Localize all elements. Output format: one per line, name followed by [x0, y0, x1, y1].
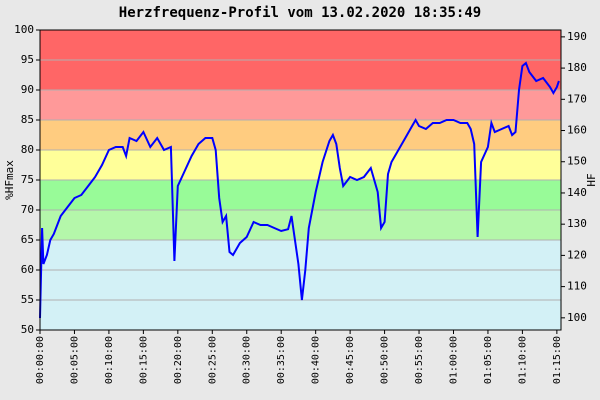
- y2-tick-label: 140: [567, 186, 587, 199]
- y2-axis-label: HF: [585, 173, 598, 186]
- y2-tick-label: 130: [567, 217, 587, 230]
- x-tick-label: 00:40:00: [311, 336, 322, 384]
- y-tick-label: 55: [21, 293, 34, 306]
- x-tick-label: 00:35:00: [276, 336, 287, 384]
- y-tick-label: 100: [14, 23, 34, 36]
- y-tick-label: 95: [21, 53, 34, 66]
- x-tick-label: 01:05:00: [483, 336, 494, 384]
- x-tick-label: 01:15:00: [552, 336, 563, 384]
- x-tick-label: 00:15:00: [138, 336, 149, 384]
- y2-tick-label: 120: [567, 248, 587, 261]
- y-tick-label: 60: [21, 263, 34, 276]
- plot-frame: [39, 29, 562, 331]
- x-tick-label: 00:50:00: [380, 336, 391, 384]
- zone: [40, 120, 561, 150]
- x-tick-label: 01:10:00: [517, 336, 528, 384]
- chart-title: Herzfrequenz-Profil vom 13.02.2020 18:35…: [119, 5, 481, 21]
- y-tick-label: 75: [21, 173, 34, 186]
- y-tick-label: 80: [21, 143, 34, 156]
- zone: [40, 150, 561, 180]
- y2-tick-label: 110: [567, 280, 587, 293]
- x-tick-label: 00:55:00: [414, 336, 425, 384]
- y-tick-label: 50: [21, 323, 34, 336]
- y-tick-label: 65: [21, 233, 34, 246]
- x-tick-label: 00:05:00: [69, 336, 80, 384]
- x-tick-label: 01:00:00: [448, 336, 459, 384]
- zone: [40, 90, 561, 120]
- x-tick-label: 00:30:00: [242, 336, 253, 384]
- y2-tick-label: 180: [567, 61, 587, 74]
- y2-tick-label: 170: [567, 92, 587, 105]
- x-tick-label: 00:20:00: [173, 336, 184, 384]
- x-tick-label: 00:45:00: [345, 336, 356, 384]
- hr-line: [39, 61, 560, 319]
- x-tick-label: 00:10:00: [104, 336, 115, 384]
- zone: [40, 180, 561, 210]
- y2-tick-label: 160: [567, 124, 587, 137]
- x-tick-label: 00:25:00: [207, 336, 218, 384]
- zone: [40, 210, 561, 240]
- y2-tick-label: 190: [567, 30, 587, 43]
- y-tick-label: 85: [21, 113, 34, 126]
- y-axis-label: %HFmax: [3, 160, 16, 200]
- y-tick-label: 90: [21, 83, 34, 96]
- y2-tick-label: 100: [567, 311, 587, 324]
- x-tick-label: 00:00:00: [35, 336, 46, 384]
- y-tick-label: 70: [21, 203, 34, 216]
- y2-tick-label: 150: [567, 155, 587, 168]
